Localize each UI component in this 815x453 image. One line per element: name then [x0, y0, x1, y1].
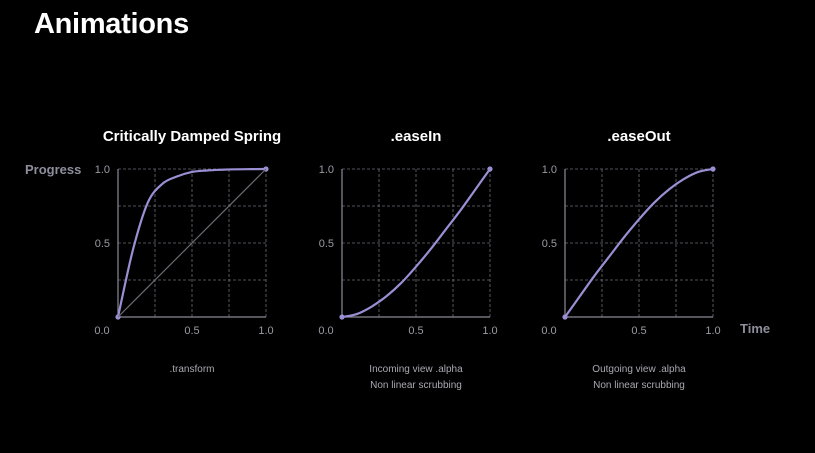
spring-y-tick-label: 1.0	[95, 164, 110, 176]
easein-x-tick-label: 0.0	[318, 325, 333, 337]
easeout-x-tick-label: 0.0	[541, 325, 556, 337]
easein-x-tick-label: 0.5	[408, 325, 423, 337]
easein-caption-line-1: Incoming view .alpha	[369, 364, 463, 375]
slide-title: Animations	[34, 8, 189, 40]
y-axis-name: Progress	[25, 162, 82, 177]
spring-chart-title: Critically Damped Spring	[102, 128, 282, 145]
easein-curve-end-point	[487, 166, 493, 172]
easeout-x-tick-label: 0.5	[631, 325, 646, 337]
easein-caption: Incoming view .alpha Non linear scrubbin…	[296, 362, 536, 394]
spring-caption: .transform	[72, 362, 312, 378]
easein-curve-start-point	[339, 314, 345, 320]
easeout-curve	[563, 167, 715, 319]
easeout-x-tick-label: 1.0	[705, 325, 720, 337]
spring-x-tick-label: 0.0	[94, 325, 109, 337]
spring-curve	[116, 167, 268, 319]
easein-x-tick-label: 1.0	[482, 325, 497, 337]
x-axis-name: Time	[740, 321, 771, 336]
easein-chart-title: .easeIn	[390, 128, 442, 145]
spring-x-tick-label: 1.0	[258, 325, 273, 337]
spring-caption-line-1: .transform	[169, 364, 215, 375]
easeout-caption: Outgoing view .alpha Non linear scrubbin…	[519, 362, 759, 394]
easeout-curve-end-point	[710, 166, 716, 172]
spring-x-tick-label: 0.5	[184, 325, 199, 337]
easeout-y-tick-label: 1.0	[542, 164, 557, 176]
spring-linear-reference-line	[117, 168, 267, 318]
easeout-y-tick-label: 0.5	[542, 238, 557, 250]
easeout-caption-line-1: Outgoing view .alpha	[592, 364, 686, 375]
easeout-caption-line-2: Non linear scrubbing	[593, 380, 685, 391]
easeout-chart-title: .easeOut	[607, 128, 671, 145]
easein-caption-line-2: Non linear scrubbing	[370, 380, 462, 391]
spring-y-tick-label: 0.5	[95, 238, 110, 250]
easein-y-tick-label: 1.0	[319, 164, 334, 176]
easeout-curve-start-point	[562, 314, 568, 320]
easein-curve	[340, 167, 492, 319]
easein-y-tick-label: 0.5	[319, 238, 334, 250]
